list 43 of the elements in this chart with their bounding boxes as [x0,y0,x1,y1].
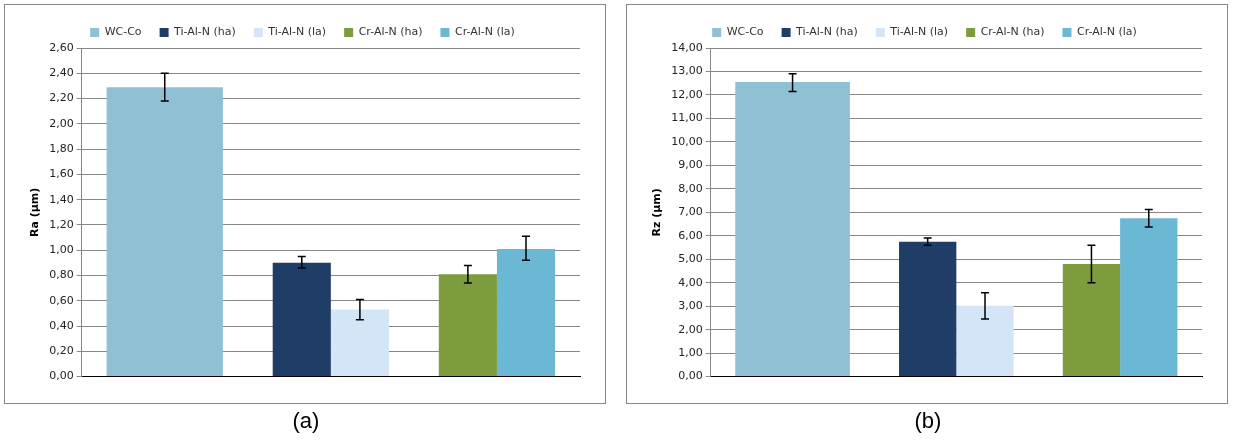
y-tick-label: 1,80 [49,141,74,155]
y-tick-label: 1,00 [49,243,74,257]
legend-label: Cr-Al-N (ha) [358,25,423,39]
legend-label: Cr-Al-N (la) [1076,25,1137,39]
y-axis-title: Ra (µm) [28,187,42,237]
legend-label: Ti-Al-N (la) [889,25,949,39]
y-tick-label: 2,40 [49,66,74,80]
y-tick-label: 7,00 [678,205,703,219]
text: (b) [913,408,943,434]
y-tick-label: 6,00 [678,228,703,242]
legend-label: Ti-Al-N (ha) [795,25,858,39]
y-tick-label: 0,00 [49,369,74,383]
y-tick-label: 5,00 [678,252,703,266]
text: (a) [291,408,321,434]
legend-label: Cr-Al-N (ha) [980,25,1045,39]
y-tick-label: 2,20 [49,91,74,105]
legend-label: WC-Co [726,25,764,39]
legend-label: Ti-Al-N (la) [267,25,327,39]
y-tick-label: 4,00 [678,275,703,289]
y-tick-label: 13,00 [671,64,703,78]
y-tick-label: 12,00 [671,87,703,101]
legend-label: Ti-Al-N (ha) [173,25,236,39]
y-tick-label: 0,20 [49,344,74,358]
legend-label: WC-Co [104,25,142,39]
y-tick-label: 1,60 [49,167,74,181]
y-tick-label: 10,00 [671,134,703,148]
legend-label: Cr-Al-N (la) [454,25,515,39]
y-tick-label: 11,00 [671,111,703,125]
y-tick-label: 2,00 [49,116,74,130]
y-tick-label: 2,60 [49,40,74,54]
y-tick-label: 0,00 [678,369,703,383]
y-tick-label: 1,40 [49,192,74,206]
y-tick-label: 9,00 [678,158,703,172]
y-tick-label: 3,00 [678,299,703,313]
y-tick-label: 2,00 [678,322,703,336]
y-tick-label: 14,00 [671,40,703,54]
y-tick-label: 1,00 [678,345,703,359]
y-tick-label: 0,80 [49,268,74,282]
y-tick-label: 0,60 [49,293,74,307]
y-tick-label: 0,40 [49,318,74,332]
y-tick-label: 8,00 [678,181,703,195]
y-axis-title: Rz (µm) [650,188,664,237]
y-tick-label: 1,20 [49,217,74,231]
